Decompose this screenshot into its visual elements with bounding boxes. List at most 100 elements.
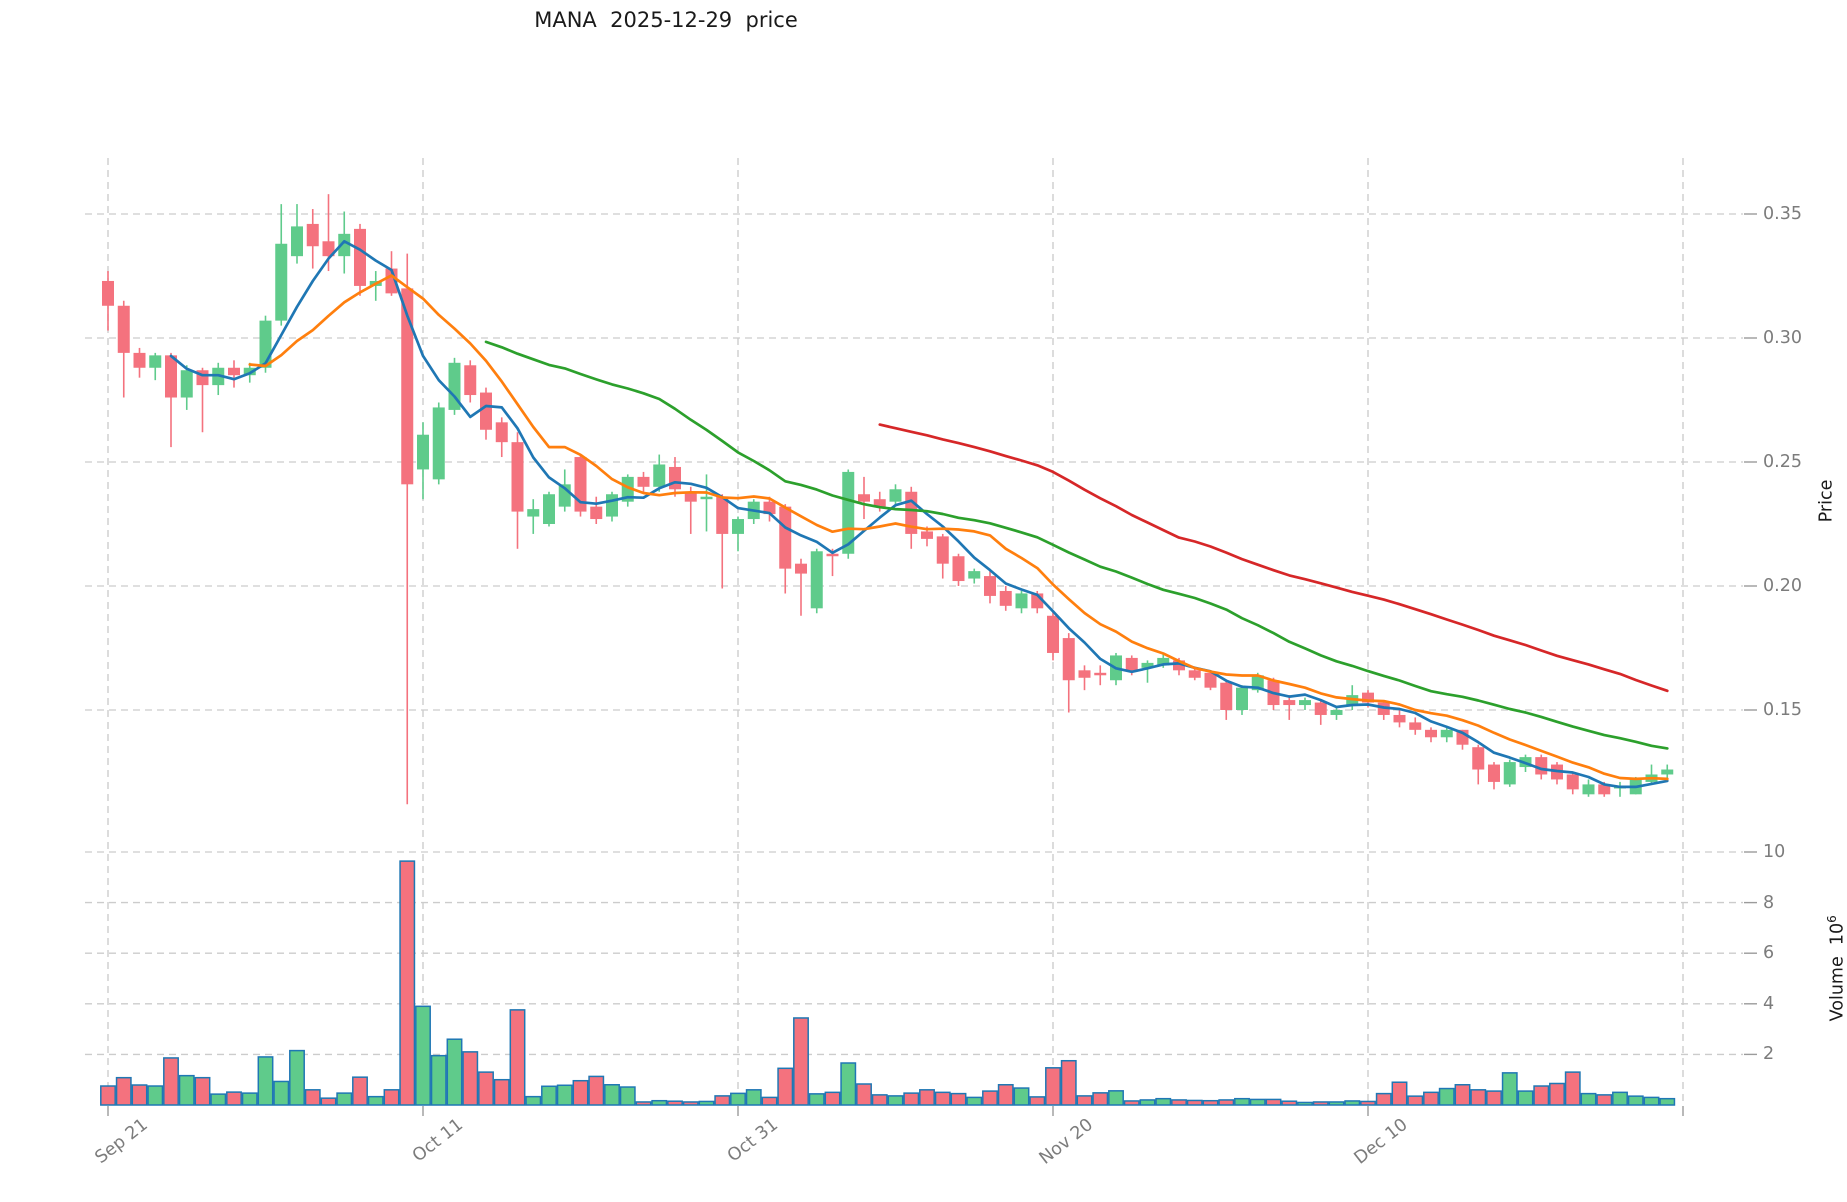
- volume-bar: [541, 1085, 557, 1106]
- chart-title: MANA 2025-12-29 price: [534, 8, 798, 32]
- volume-axis-scale-exponent: 6: [1824, 915, 1839, 923]
- candle-body: [1598, 784, 1611, 795]
- volume-bar: [226, 1091, 242, 1106]
- volume-bar: [619, 1086, 636, 1106]
- volume-bar: [1060, 1059, 1077, 1106]
- volume-bar: [808, 1093, 825, 1106]
- candle-body: [1661, 769, 1674, 775]
- volume-axis-title-text: Volume: [1827, 956, 1847, 1022]
- volume-bar: [430, 1054, 447, 1106]
- volume-bar: [241, 1092, 258, 1106]
- candle-body: [606, 494, 618, 517]
- volume-bar: [1580, 1092, 1597, 1106]
- volume-bar: [257, 1056, 274, 1106]
- volume-bar: [1344, 1100, 1361, 1106]
- candle-body: [999, 590, 1012, 606]
- candle-body: [1141, 662, 1154, 668]
- volume-bar: [115, 1076, 132, 1106]
- candle-body: [1393, 714, 1406, 723]
- volume-bar: [903, 1092, 920, 1106]
- candle-body: [1330, 710, 1343, 715]
- candle-body: [732, 519, 744, 534]
- candle-body: [338, 233, 351, 257]
- candle-body: [1472, 747, 1485, 770]
- volume-bar: [352, 1076, 368, 1106]
- volume-bar: [1627, 1095, 1644, 1106]
- volume-bar: [667, 1100, 683, 1106]
- candle-body: [102, 280, 114, 306]
- volume-bar: [777, 1067, 794, 1106]
- candle-body: [511, 442, 524, 512]
- volume-bar: [383, 1089, 400, 1106]
- candle-body: [543, 494, 555, 524]
- candle-body: [590, 506, 603, 520]
- volume-bar: [1155, 1097, 1172, 1106]
- volume-bar: [1123, 1100, 1140, 1106]
- volume-bar: [1454, 1084, 1471, 1106]
- volume-bar: [1391, 1081, 1408, 1106]
- volume-bar: [1486, 1090, 1502, 1106]
- volume-bar: [919, 1089, 935, 1106]
- volume-bar: [1438, 1087, 1455, 1106]
- candle-body: [700, 496, 713, 500]
- volume-tick-label: 4: [1763, 993, 1775, 1014]
- volume-bar: [462, 1051, 479, 1106]
- candle-body: [1314, 702, 1327, 715]
- candle-body: [1204, 672, 1217, 688]
- candle-body: [1220, 682, 1233, 710]
- volume-bar: [210, 1093, 227, 1106]
- candle-body: [133, 352, 146, 368]
- volume-bar: [698, 1100, 715, 1106]
- price-tick-label: 0.15: [1763, 700, 1802, 720]
- volume-bar: [1218, 1099, 1235, 1106]
- candle-body: [1062, 638, 1075, 681]
- candle-body: [432, 407, 445, 480]
- candle-body: [1188, 670, 1201, 678]
- ma-line-50: [878, 423, 1669, 693]
- candle-body: [149, 355, 162, 368]
- candle-body: [1488, 764, 1500, 782]
- volume-bar: [1517, 1090, 1534, 1106]
- volume-bar: [1312, 1101, 1329, 1106]
- volume-bar: [178, 1074, 195, 1106]
- volume-bar: [714, 1095, 731, 1106]
- volume-bar: [1076, 1095, 1093, 1106]
- candle-body: [1173, 660, 1185, 671]
- price-tick-label: 0.30: [1763, 328, 1802, 348]
- volume-bar: [745, 1089, 762, 1106]
- volume-axis-title: Volume 106: [1805, 915, 1847, 1043]
- volume-bar: [1265, 1098, 1282, 1106]
- volume-bar: [934, 1091, 951, 1106]
- volume-bar: [131, 1084, 148, 1106]
- candle-body: [117, 305, 130, 353]
- candle-body: [306, 223, 319, 247]
- candle-body: [180, 370, 193, 398]
- price-tick-label: 0.35: [1763, 204, 1802, 224]
- volume-bar: [493, 1078, 510, 1106]
- candle-body: [1094, 672, 1107, 676]
- volume-bar: [367, 1095, 384, 1106]
- volume-bar: [1596, 1094, 1613, 1106]
- candle-body: [1440, 729, 1453, 738]
- candle-body: [716, 496, 729, 534]
- volume-bar: [1533, 1085, 1550, 1106]
- volume-bar: [1328, 1101, 1345, 1106]
- volume-bar: [1297, 1101, 1313, 1106]
- volume-bar: [682, 1101, 699, 1106]
- volume-bar: [1643, 1096, 1660, 1106]
- candle-body: [968, 571, 981, 579]
- volume-bar: [1092, 1092, 1109, 1106]
- ma-line-10: [248, 274, 1669, 781]
- ma-line-25: [484, 340, 1669, 750]
- candle-body: [275, 243, 288, 321]
- volume-bar: [1202, 1099, 1219, 1106]
- volume-bar: [887, 1095, 904, 1106]
- volume-bar: [1407, 1095, 1424, 1106]
- candle-body: [448, 362, 461, 410]
- volume-bar: [1564, 1071, 1581, 1106]
- volume-axis-scale-base: 10: [1827, 922, 1847, 946]
- price-axis-title: Price: [1816, 479, 1837, 523]
- volume-bar: [856, 1083, 872, 1106]
